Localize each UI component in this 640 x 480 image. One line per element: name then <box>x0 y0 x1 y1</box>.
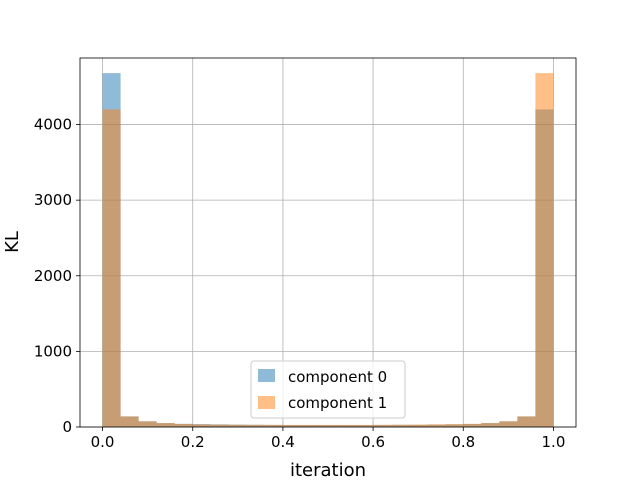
legend-swatch-component-1 <box>258 396 275 409</box>
histogram-bar-component-1 <box>156 423 175 427</box>
histogram-bar-component-1 <box>138 421 157 427</box>
histogram-bar-component-1 <box>192 424 211 427</box>
x-tick-label: 0.2 <box>181 433 205 451</box>
histogram-bars <box>102 73 554 427</box>
axis-ticks: 0.0 0.2 0.4 0.6 0.8 1.0 0 1000 2000 3000 4000 <box>34 116 566 451</box>
plot-frame <box>79 57 577 428</box>
histogram-bar-component-1 <box>318 424 338 427</box>
histogram-bar-component-1 <box>517 416 536 427</box>
histogram-bar-component-1 <box>409 424 428 427</box>
y-axis-title: KL <box>2 231 23 253</box>
x-tick-label: 0.0 <box>91 433 115 451</box>
x-tick-label: 1.0 <box>542 433 566 451</box>
histogram-bar-component-1 <box>355 424 374 427</box>
histogram-bar-component-1 <box>535 73 554 427</box>
y-tick-label: 3000 <box>34 191 72 209</box>
legend-label-component-1: component 1 <box>288 394 387 412</box>
histogram-bar-component-1 <box>264 424 283 427</box>
legend-frame <box>250 360 406 419</box>
histogram-bar-component-1 <box>481 423 500 427</box>
x-tick-label: 0.6 <box>361 433 385 451</box>
legend: component 0 component 1 <box>250 360 406 419</box>
x-tick-label: 0.8 <box>451 433 475 451</box>
histogram-bar-component-1 <box>210 424 229 427</box>
histogram-bar-component-1 <box>228 424 247 427</box>
histogram-bar-component-1 <box>102 109 121 427</box>
histogram-bar-component-1 <box>120 416 139 427</box>
y-tick-label: 1000 <box>34 342 72 360</box>
histogram-bar-component-1 <box>174 423 193 427</box>
histogram-bar-component-1 <box>246 424 265 427</box>
histogram-bar-component-1 <box>391 424 410 427</box>
y-tick-label: 4000 <box>34 116 72 134</box>
legend-swatch-component-0 <box>258 369 275 382</box>
histogram-bar-component-1 <box>499 421 518 427</box>
histogram-bar-component-1 <box>300 424 319 427</box>
y-tick-label: 0 <box>62 418 72 436</box>
x-tick-label: 0.4 <box>271 433 295 451</box>
histogram-bar-component-1 <box>445 424 464 427</box>
histogram-bar-component-1 <box>282 424 301 427</box>
histogram-bar-component-1 <box>373 424 392 427</box>
histogram-bar-component-1 <box>337 424 356 427</box>
legend-label-component-0: component 0 <box>288 368 387 386</box>
histogram-bar-component-1 <box>463 423 482 427</box>
histogram-bar-component-1 <box>427 424 446 427</box>
y-tick-label: 2000 <box>34 267 72 285</box>
x-axis-title: iteration <box>290 460 366 480</box>
